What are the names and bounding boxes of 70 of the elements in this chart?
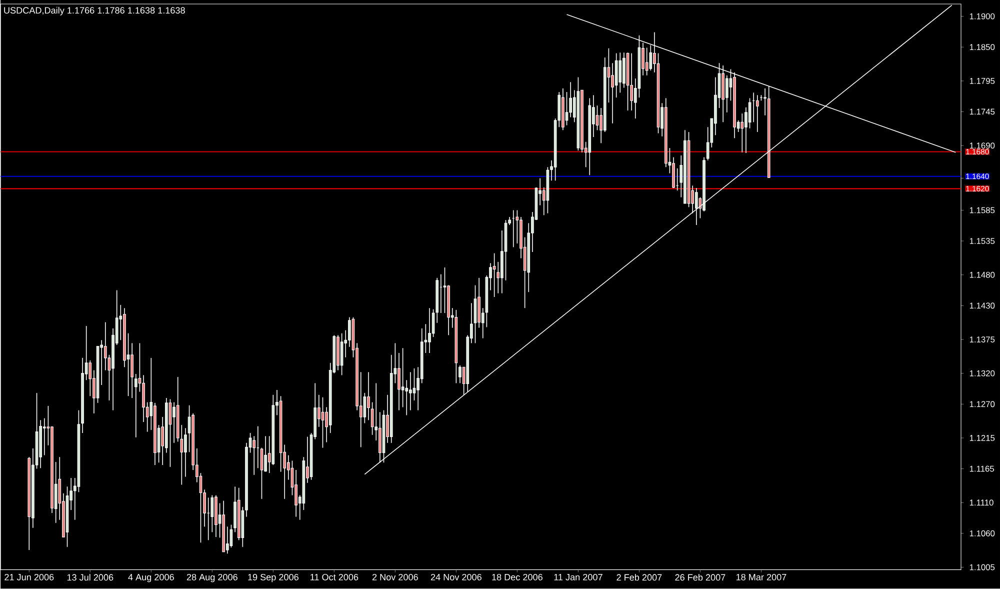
y-tick-label: 1.1060 <box>970 530 995 536</box>
candlestick <box>398 352 400 411</box>
y-tick-label: 1.1165 <box>970 466 994 472</box>
candlestick <box>294 470 298 518</box>
candlestick <box>168 398 172 468</box>
candlestick <box>367 372 370 421</box>
x-tick-label: 13 Jul 2006 <box>67 574 114 581</box>
candlestick <box>630 52 633 112</box>
candlestick <box>596 105 599 131</box>
x-tick-label: 18 Dec 2006 <box>492 574 542 581</box>
candlestick <box>340 333 344 376</box>
candlestick <box>756 94 759 133</box>
x-tick-label: 21 Jun 2006 <box>4 574 54 581</box>
y-tick-label: 1.1795 <box>970 78 995 84</box>
y-tick-label: 1.1745 <box>970 108 995 115</box>
candlestick <box>172 402 176 444</box>
y-tick-label: 1.1585 <box>970 207 995 214</box>
candlestick <box>569 82 572 118</box>
candlestick <box>405 380 408 416</box>
x-tick-label: 24 Nov 2006 <box>430 574 482 581</box>
candlestick <box>649 44 652 72</box>
y-tick-label: 1.1850 <box>970 44 995 50</box>
x-tick-label: 18 Mar 2007 <box>736 574 786 581</box>
candlestick <box>618 52 622 94</box>
x-tick-label: 11 Oct 2006 <box>310 574 358 581</box>
y-tick-label: 1.1480 <box>970 272 995 278</box>
candlestick <box>210 494 214 533</box>
y-tick-label: 1.1005 <box>970 564 995 570</box>
x-tick-label: 26 Feb 2007 <box>675 574 726 581</box>
x-tick-label: 2 Feb 2007 <box>616 574 662 581</box>
candlestick <box>252 436 256 476</box>
candlestick <box>748 98 752 129</box>
candlestick <box>88 360 92 397</box>
candlestick <box>412 368 416 401</box>
chart-title: USDCAD,Daily 1.1766 1.1786 1.1638 1.1638 <box>4 7 185 16</box>
y-tick-label: 1.1375 <box>970 336 995 343</box>
candlestick <box>764 88 766 116</box>
y-tick-label: 1.1215 <box>970 435 995 442</box>
candlestick <box>134 374 138 438</box>
candlestick <box>694 188 698 226</box>
candlestick <box>184 428 187 478</box>
candlestick <box>42 418 46 456</box>
candlestick <box>409 372 412 411</box>
y-tick-label: 1.1270 <box>970 401 995 408</box>
candlestick <box>458 365 462 384</box>
candlestick <box>264 436 267 472</box>
candlestick <box>348 317 351 348</box>
x-tick-label: 4 Aug 2006 <box>128 574 174 582</box>
y-tick-label: 1.1110 <box>970 500 994 506</box>
candlestick <box>740 113 744 153</box>
y-tick-label: 1.1320 <box>970 370 995 376</box>
candlestick <box>428 308 431 354</box>
y-tick-label: 1.1690 <box>970 142 995 149</box>
candlestick <box>142 374 145 423</box>
x-tick-label: 28 Aug 2006 <box>186 574 238 582</box>
y-tick-label: 1.1430 <box>970 302 995 309</box>
x-tick-label: 19 Sep 2006 <box>248 574 298 582</box>
candlestick <box>645 47 648 76</box>
candlestick <box>443 267 446 314</box>
candlestick <box>130 342 134 398</box>
candlestick <box>104 322 107 371</box>
candlestick <box>180 424 184 486</box>
x-tick-label: 11 Jan 2007 <box>554 574 602 581</box>
y-tick-label: 1.1535 <box>970 238 995 244</box>
candlestick <box>725 75 728 113</box>
x-tick-label: 2 Nov 2006 <box>372 574 418 581</box>
candlestick <box>260 448 264 500</box>
candlestick <box>492 253 496 298</box>
candlestick <box>611 62 614 124</box>
y-tick-label: 1.1900 <box>970 13 995 20</box>
